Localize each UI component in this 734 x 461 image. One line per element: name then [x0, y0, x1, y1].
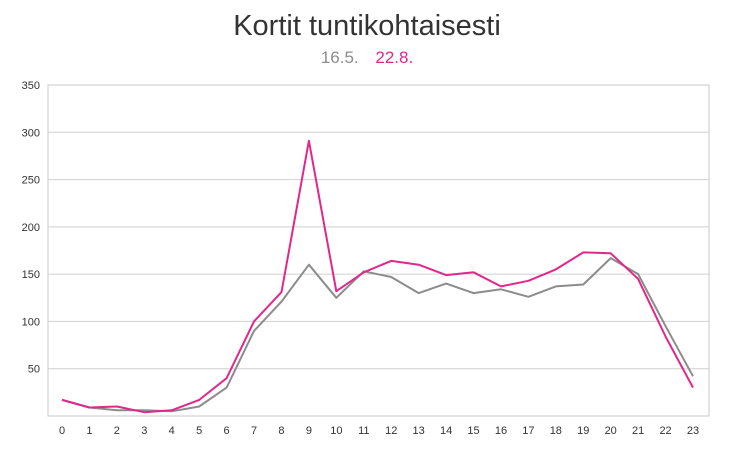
series-line-2: [61, 139, 694, 414]
y-tick-label: 350: [22, 80, 40, 92]
x-tick-label: 2: [114, 425, 120, 437]
x-tick-label: 19: [577, 425, 589, 437]
x-tick-label: 14: [440, 425, 452, 437]
x-tick-label: 8: [278, 425, 284, 437]
plot-frame: [47, 84, 710, 417]
legend-item-series-2: 22.8.: [375, 48, 414, 67]
series-lines: [61, 139, 694, 414]
y-tick-label: 100: [22, 316, 40, 328]
x-tick-label: 18: [550, 425, 562, 437]
y-tick-label: 200: [22, 222, 40, 234]
series-line-1: [61, 257, 694, 413]
x-tick-label: 21: [632, 425, 644, 437]
x-tick-label: 4: [169, 425, 175, 437]
x-tick-label: 10: [330, 425, 342, 437]
chart-title: Kortit tuntikohtaisesti: [233, 10, 501, 42]
x-tick-label: 9: [306, 425, 312, 437]
y-axis-ticks: 50 100 150 200 250 300 350: [22, 80, 40, 376]
x-tick-label: 5: [196, 425, 202, 437]
y-tick-label: 150: [22, 269, 40, 281]
gridlines: [48, 84, 709, 370]
x-tick-label: 0: [59, 425, 65, 437]
x-tick-label: 3: [141, 425, 147, 437]
y-tick-label: 50: [28, 364, 40, 376]
x-tick-label: 7: [251, 425, 257, 437]
legend-item-series-1: 16.5.: [320, 48, 359, 67]
x-tick-label: 16: [495, 425, 507, 437]
x-tick-label: 17: [522, 425, 534, 437]
x-tick-label: 1: [86, 425, 92, 437]
x-tick-label: 23: [687, 425, 699, 437]
x-tick-label: 6: [224, 425, 230, 437]
x-tick-label: 12: [385, 425, 397, 437]
x-tick-label: 22: [659, 425, 671, 437]
x-tick-label: 15: [467, 425, 479, 437]
y-tick-label: 250: [22, 175, 40, 187]
legend: 16.5. 22.8.: [0, 48, 734, 68]
x-tick-label: 20: [605, 425, 617, 437]
x-tick-label: 13: [413, 425, 425, 437]
x-tick-label: 11: [358, 425, 369, 437]
x-axis-ticks: 0 1 2 3 4 5 6 7 8 9 10 11 12 13 14 15 16 17 18 19 20 21 22 23: [59, 425, 699, 437]
plot-border: [47, 84, 710, 417]
y-tick-label: 300: [22, 127, 40, 139]
